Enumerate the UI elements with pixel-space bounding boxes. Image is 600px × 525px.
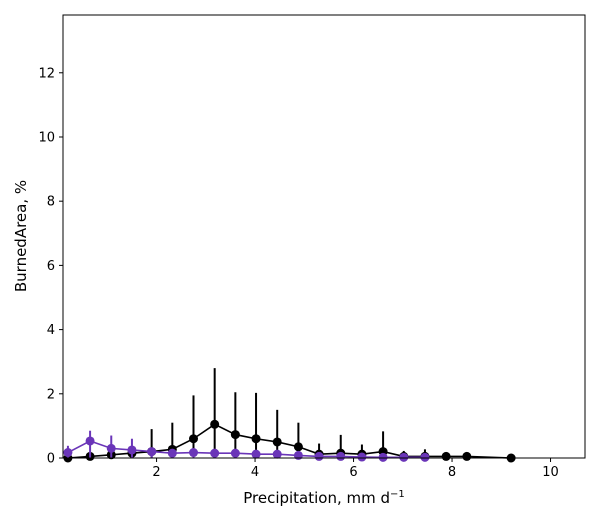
- x-axis-title-text: Precipitation, mm d: [243, 489, 390, 507]
- x-tick-label: 8: [448, 465, 456, 480]
- data-point: [441, 451, 451, 461]
- data-point: [210, 419, 220, 429]
- y-tick-label: 6: [47, 259, 55, 274]
- x-axis-title: Precipitation, mm d−1: [243, 489, 405, 507]
- data-point: [106, 443, 116, 453]
- data-point: [272, 437, 282, 447]
- y-tick-label: 2: [47, 387, 55, 402]
- series-black: [63, 368, 516, 463]
- y-tick-label: 10: [38, 130, 55, 145]
- data-point: [336, 451, 346, 461]
- data-point: [314, 451, 324, 461]
- data-point: [85, 436, 95, 446]
- data-point: [167, 448, 177, 458]
- data-point: [251, 449, 261, 459]
- series-layer: [63, 368, 516, 463]
- data-point: [230, 448, 240, 458]
- y-axis-title: BurnedArea, %: [12, 180, 30, 292]
- y-tick-label: 8: [47, 195, 55, 210]
- x-tick-label: 10: [542, 465, 559, 480]
- tick-layer: 2 4 6 8 10 0 2 4 6 8 10 12: [38, 66, 558, 480]
- data-point: [147, 447, 157, 457]
- data-point: [420, 452, 430, 462]
- data-point: [251, 434, 261, 444]
- data-point: [378, 452, 388, 462]
- data-point: [272, 449, 282, 459]
- data-point: [462, 451, 472, 461]
- data-point: [230, 430, 240, 440]
- data-point: [63, 448, 73, 458]
- data-point: [210, 448, 220, 458]
- data-point: [357, 452, 367, 462]
- x-tick-label: 6: [349, 465, 357, 480]
- y-tick-label: 0: [47, 452, 55, 467]
- data-point: [189, 434, 198, 444]
- data-point: [293, 450, 303, 460]
- data-point: [189, 448, 198, 458]
- x-tick-label: 2: [152, 465, 160, 480]
- data-point: [293, 442, 303, 452]
- x-tick-label: 4: [251, 465, 259, 480]
- y-tick-label: 12: [38, 66, 55, 81]
- data-point: [127, 445, 137, 455]
- y-tick-label: 4: [47, 323, 55, 338]
- plot-frame: [62, 14, 586, 459]
- x-axis-title-exponent: −1: [390, 489, 405, 500]
- data-point: [399, 452, 409, 462]
